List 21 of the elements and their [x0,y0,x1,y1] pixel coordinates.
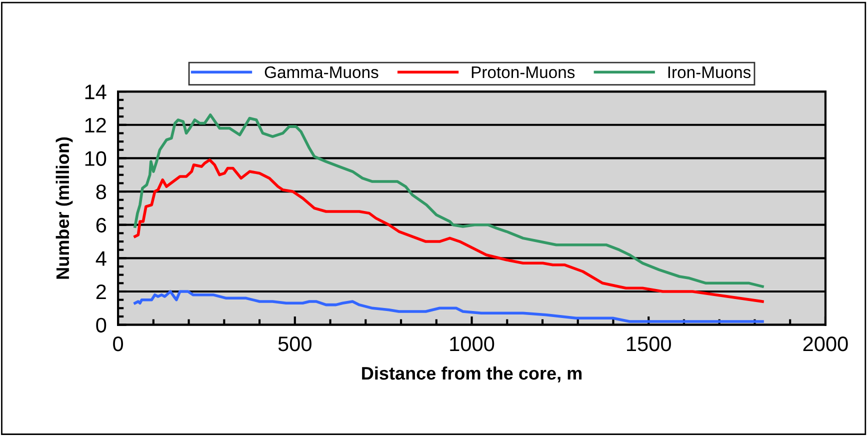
x-tick-label: 1500 [627,336,671,352]
y-axis-title: Number (million) [56,137,73,279]
line-series [134,158,764,303]
line-series [134,290,764,323]
y-tick-label: 10 [85,151,106,166]
x-tick-label: 2000 [803,336,848,352]
y-tick-label: 4 [96,251,106,266]
y-tick-label: 0 [96,318,106,333]
y-tick-label: 12 [85,118,106,132]
line-series [134,113,764,288]
y-tick-label: 2 [96,284,106,300]
x-tick-label: 500 [278,336,312,352]
y-tick-label: 14 [85,84,106,100]
x-tick-label: 1000 [450,336,494,352]
legend-label: Gamma-Muons [264,66,378,78]
x-axis-title: Distance from the core, m [362,366,582,382]
y-tick-label: 8 [96,184,106,200]
legend-label: Proton-Muons [472,66,575,78]
legend-label: Iron-Muons [668,66,751,78]
x-tick-label: 0 [113,336,124,352]
y-tick-label: 6 [96,218,106,233]
